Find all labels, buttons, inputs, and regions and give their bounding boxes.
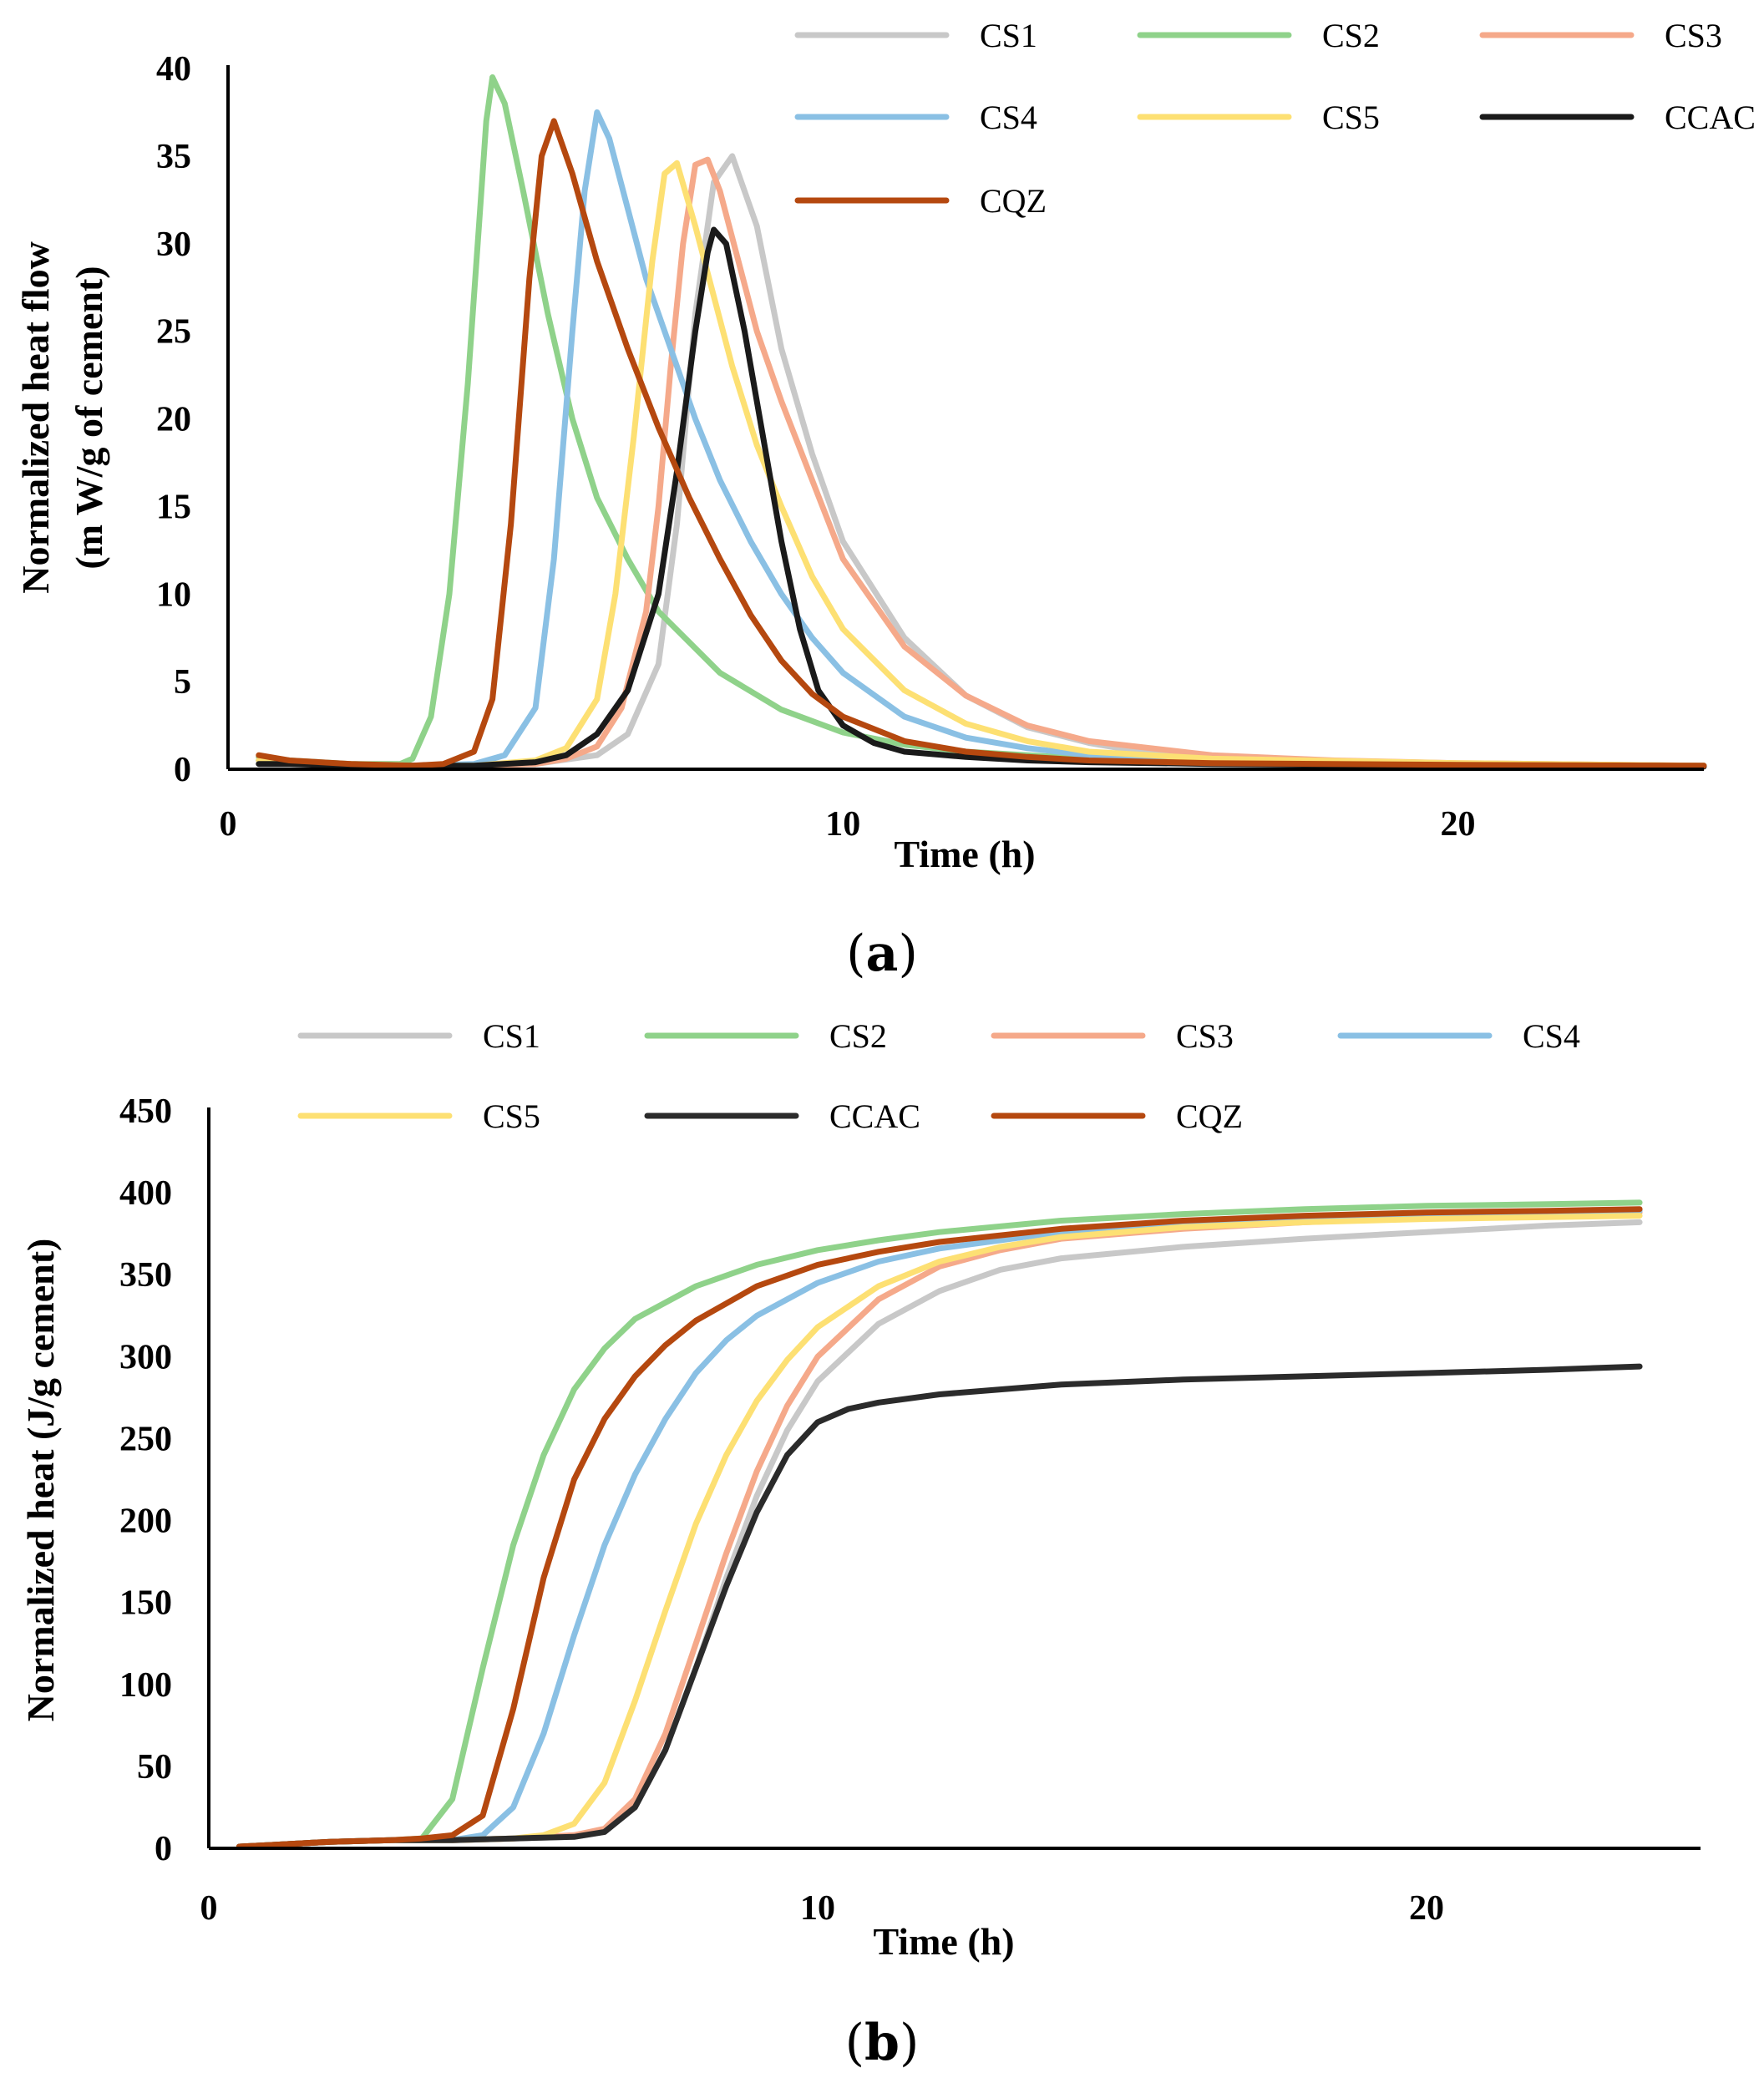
series-line-cs5 <box>236 1213 1643 1850</box>
legend-label-cs4: CS4 <box>980 99 1037 136</box>
y-tick-label: 20 <box>156 401 191 439</box>
y-tick-label: 0 <box>174 751 191 789</box>
x-tick-label: 10 <box>800 1889 835 1928</box>
x-tick-label: 10 <box>825 805 860 844</box>
y-tick-label: 0 <box>155 1830 172 1868</box>
chart-b: 0 50 100 150 200 250 300 350 400 450 0 10 20 Time (h)… <box>19 1017 1701 1963</box>
x-tick-label: 20 <box>1409 1889 1444 1928</box>
y-tick-label: 250 <box>119 1420 172 1458</box>
legend-label-cs4: CS4 <box>1523 1017 1580 1055</box>
series-line-cqz <box>256 118 1707 769</box>
series-line-cs2 <box>236 1199 1643 1850</box>
y-axis-title-line-1: Normalized heat flow <box>14 241 57 594</box>
y-tick-label: 25 <box>156 313 191 352</box>
legend-label-ccac: CCAC <box>829 1097 920 1135</box>
series-line-cs4 <box>256 109 1707 769</box>
legend-label-cs2: CS2 <box>1322 17 1380 54</box>
legend-label-cqz: CQZ <box>980 182 1047 220</box>
legend-label-ccac: CCAC <box>1665 99 1756 136</box>
legend: CS1 CS2 CS3 CS4 CS5 CCAC CQZ <box>794 17 1756 220</box>
caption-b: (b) <box>845 2014 920 2072</box>
y-tick-label: 100 <box>119 1666 172 1705</box>
y-tick-label: 50 <box>137 1748 172 1786</box>
series-line-cs2 <box>256 74 1707 769</box>
y-tick-label: 15 <box>156 488 191 526</box>
y-tick-label: 400 <box>119 1174 172 1213</box>
y-tick-label: 150 <box>119 1584 172 1623</box>
y-tick-label: 30 <box>156 226 191 264</box>
y-tick-label: 200 <box>119 1503 172 1541</box>
legend-label-cs3: CS3 <box>1665 17 1722 54</box>
x-axis-title: Time (h) <box>894 833 1035 875</box>
y-tick-label: 450 <box>119 1092 172 1131</box>
legend-label-cs5: CS5 <box>483 1097 540 1135</box>
x-tick-label: 20 <box>1441 805 1476 844</box>
series-line-cqz <box>236 1206 1643 1850</box>
series-line-cs3 <box>236 1209 1643 1850</box>
y-tick-label: 40 <box>156 50 191 89</box>
legend-label-cs5: CS5 <box>1322 99 1380 136</box>
legend-label-cs1: CS1 <box>980 17 1037 54</box>
y-tick-label: 35 <box>156 138 191 176</box>
series-line-ccac <box>236 1363 1643 1850</box>
caption-a: (a) <box>846 925 918 983</box>
legend-label-cqz: CQZ <box>1176 1097 1243 1135</box>
y-tick-label: 5 <box>174 663 191 702</box>
x-axis-title: Time (h) <box>873 1920 1014 1963</box>
legend-label-cs2: CS2 <box>829 1017 887 1055</box>
series-line-cs1 <box>236 1219 1643 1850</box>
y-axis-title: Normalized heat (J/g cement) <box>19 1239 62 1722</box>
legend-label-cs3: CS3 <box>1176 1017 1234 1055</box>
series-line-cs4 <box>236 1208 1643 1850</box>
legend: CS1 CS2 CS3 CS4 CS5 CCAC CQZ <box>297 1017 1580 1135</box>
y-tick-label: 10 <box>156 575 191 614</box>
chart-a: 0 5 10 15 20 25 30 35 40 0 10 20 Time (h) Normalized … <box>14 17 1756 875</box>
y-tick-label: 300 <box>119 1338 172 1376</box>
y-axis-title-line-2: (m W/g of cement) <box>68 266 110 569</box>
x-tick-label: 0 <box>200 1889 218 1928</box>
legend-label-cs1: CS1 <box>483 1017 540 1055</box>
y-tick-label: 350 <box>119 1256 172 1295</box>
series-line-ccac <box>256 226 1707 770</box>
x-tick-label: 0 <box>220 805 237 844</box>
